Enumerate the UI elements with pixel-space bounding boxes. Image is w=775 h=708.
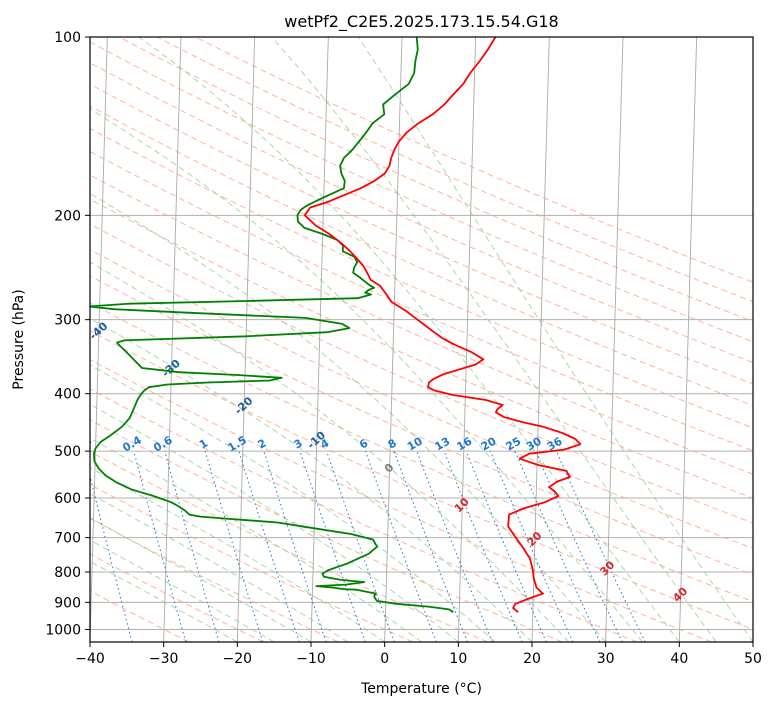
isotherm-line (310, 37, 329, 642)
dry-adiabat-line (194, 37, 753, 283)
dry-adiabat-line (90, 223, 753, 524)
isotherm-line (678, 37, 698, 642)
moist-adiabat-line (90, 466, 385, 642)
isotherm-line (605, 37, 624, 642)
moist-adiabat-line (138, 37, 680, 642)
moist-adiabat-line (90, 493, 349, 642)
moist-adiabat-line (271, 37, 717, 642)
moist-adiabat-line (90, 364, 496, 642)
dry-adiabat-line (90, 553, 264, 642)
y-axis-label: Pressure (hPa) (11, 289, 27, 389)
y-tick-label: 500 (54, 444, 81, 460)
x-tick-label: 30 (597, 651, 615, 667)
temperature-trace (303, 37, 582, 613)
mixing-ratio-line (535, 450, 623, 642)
dry-adiabat-line (90, 83, 753, 385)
mixing-ratio-line (263, 450, 327, 642)
x-tick-label: −40 (75, 651, 105, 667)
dry-adiabat-line (90, 249, 753, 550)
dry-adiabat-line (118, 37, 753, 323)
mixing-ratio-line (164, 450, 220, 642)
mixing-ratio-lines (90, 450, 646, 642)
dry-adiabats (90, 37, 753, 642)
moist-adiabat-line (90, 108, 643, 642)
dry-adiabat-line (90, 358, 712, 642)
mixing-ratio-label: 0.2 (70, 434, 93, 455)
dry-adiabat-line (90, 150, 753, 452)
isobar-grid (90, 37, 753, 630)
y-tick-label: 600 (54, 491, 81, 507)
moist-adiabats (90, 37, 753, 642)
moist-adiabat-line (90, 517, 312, 642)
x-tick-label: −10 (296, 651, 326, 667)
y-tick-label: 400 (54, 387, 81, 403)
dry-adiabat-line (90, 105, 753, 407)
dry-adiabat-line (90, 590, 190, 642)
mixing-ratio-label: 0.1 (24, 434, 47, 455)
chart-title: wetPf2_C2E5.2025.173.15.54.G18 (284, 12, 558, 32)
isotherm-line (752, 626, 753, 642)
x-tick-label: 20 (523, 651, 541, 667)
dry-adiabat-line (90, 388, 638, 642)
y-tick-label: 800 (54, 565, 81, 581)
mixing-ratio-line (365, 450, 437, 642)
mixing-ratio-line (204, 450, 264, 642)
moist-adiabat-line (357, 37, 753, 642)
mixing-ratio-line (238, 450, 300, 642)
y-tick-label: 1000 (45, 622, 81, 638)
y-axis-ticks: 100 200 300 400 500 600 700 800 900 1000 (45, 30, 90, 638)
x-tick-label: −30 (149, 651, 179, 667)
mixing-ratio-line (393, 450, 468, 642)
y-tick-label: 100 (54, 30, 81, 46)
dry-adiabat-line (90, 198, 753, 499)
x-tick-label: −20 (223, 651, 253, 667)
sounding-traces (90, 37, 582, 613)
moist-adiabat-line (90, 192, 607, 642)
plot-frame (89, 36, 754, 643)
x-tick-label: 40 (670, 651, 688, 667)
y-tick-label: 300 (54, 313, 81, 329)
dry-adiabat-line (90, 174, 753, 475)
dry-adiabat-line (90, 451, 488, 642)
mixing-ratio-line (489, 450, 574, 642)
isotherms (90, 37, 753, 642)
x-axis-label: Temperature (°C) (360, 681, 482, 697)
dry-adiabat-line (90, 41, 753, 343)
isotherm-line (531, 37, 550, 642)
mixing-ratio-line (514, 450, 601, 642)
x-tick-label: 10 (449, 651, 467, 667)
moist-adiabat-line (90, 437, 422, 642)
dewpoint-trace (90, 37, 454, 613)
x-tick-label: 50 (744, 651, 762, 667)
x-tick-label: 0 (380, 651, 389, 667)
moist-adiabat-line (90, 317, 533, 642)
y-tick-label: 200 (54, 208, 81, 224)
moist-adiabat-line (90, 261, 570, 642)
isotherm-line (384, 37, 403, 642)
isotherm-line (457, 37, 477, 642)
mixing-ratio-line (416, 450, 493, 642)
reference-line-labels: 0.10.20.40.611.52346810131620253036-100-… (24, 319, 691, 604)
x-axis-ticks: −40 −30 −20 −10 0 10 20 30 40 50 (75, 642, 762, 667)
isotherm-line (236, 37, 256, 642)
dry-adiabat-line (90, 419, 563, 642)
isotherm-line (90, 37, 108, 642)
mixing-ratio-line (555, 450, 646, 642)
y-tick-label: 700 (54, 531, 81, 547)
y-tick-label: 900 (54, 595, 81, 611)
